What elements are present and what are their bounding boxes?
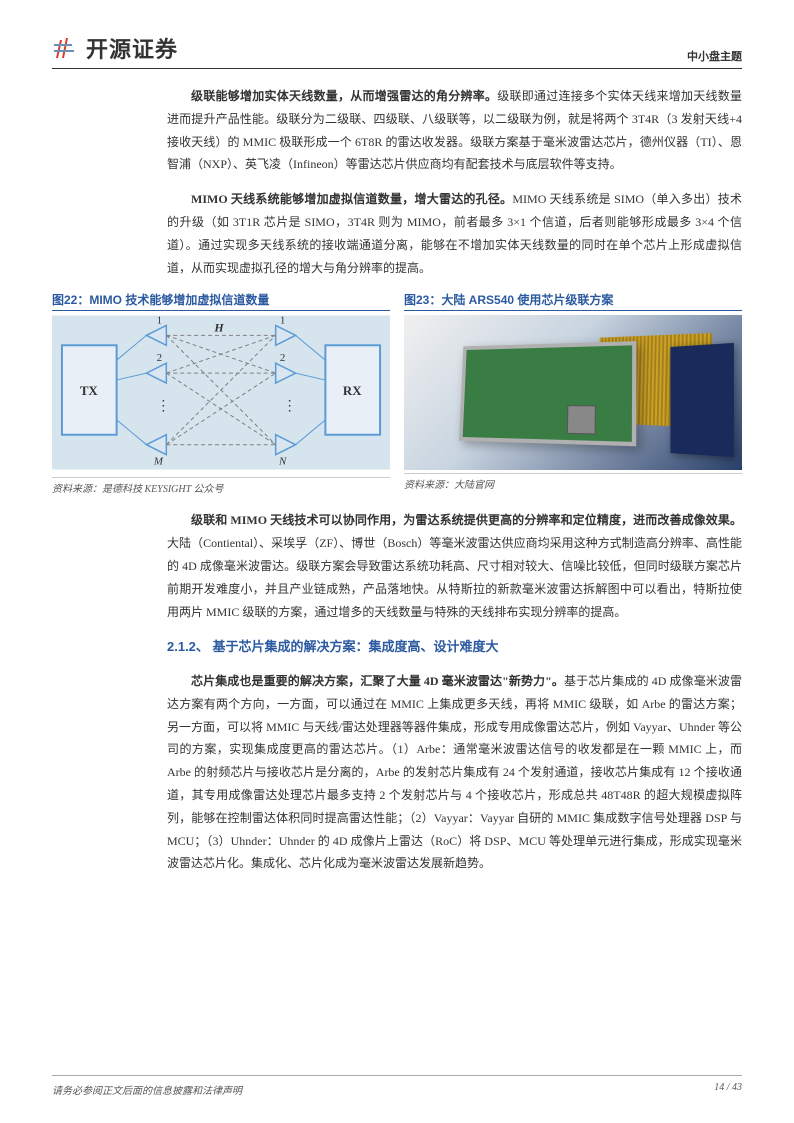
section-heading: 基于芯片集成的解决方案：集成度高、设计难度大 <box>213 639 499 654</box>
header-category: 中小盘主题 <box>687 48 742 64</box>
svg-text:N: N <box>278 456 287 468</box>
paragraph-2: MIMO 天线系统能够增加虚拟信道数量，增大雷达的孔径。MIMO 天线系统是 S… <box>167 188 742 279</box>
svg-text:RX: RX <box>343 383 362 398</box>
p2-lead: MIMO 天线系统能够增加虚拟信道数量，增大雷达的孔径。 <box>191 192 512 206</box>
svg-text:2: 2 <box>157 353 162 365</box>
figure-23: 图23：大陆 ARS540 使用芯片级联方案 资料来源：大陆官网 <box>404 291 742 495</box>
figure-23-image <box>404 315 742 470</box>
figure-22-source: 资料来源：是德科技 KEYSIGHT 公众号 <box>52 477 390 495</box>
page-number: 14 / 43 <box>714 1082 742 1097</box>
p3-body: 大陆（Contiental）、采埃孚（ZF）、博世（Bosch）等毫米波雷达供应… <box>167 536 742 618</box>
p3-lead: 级联和 MIMO 天线技术可以协同作用，为雷达系统提供更高的分辨率和定位精度，进… <box>191 513 742 527</box>
page-footer: 请务必参阅正文后面的信息披露和法律声明 14 / 43 <box>52 1075 742 1097</box>
figure-23-title: 图23：大陆 ARS540 使用芯片级联方案 <box>404 291 742 311</box>
svg-text:⋮: ⋮ <box>156 399 170 414</box>
content-body-2: 级联和 MIMO 天线技术可以协同作用，为雷达系统提供更高的分辨率和定位精度，进… <box>167 509 742 875</box>
mimo-diagram: TX RX 1 2 ⋮ M 1 2 ⋮ <box>52 315 390 470</box>
svg-text:1: 1 <box>280 315 285 326</box>
section-number: 2.1.2、 <box>167 639 209 654</box>
figure-22: 图22：MIMO 技术能够增加虚拟信道数量 TX RX 1 2 ⋮ M <box>52 291 390 495</box>
figure-row: 图22：MIMO 技术能够增加虚拟信道数量 TX RX 1 2 ⋮ M <box>52 291 742 495</box>
svg-text:⋮: ⋮ <box>283 399 297 414</box>
svg-text:TX: TX <box>80 383 99 398</box>
logo: 开源证券 <box>52 32 178 64</box>
section-title: 2.1.2、 基于芯片集成的解决方案：集成度高、设计难度大 <box>167 635 742 660</box>
logo-text: 开源证券 <box>86 32 178 64</box>
p4-lead: 芯片集成也是重要的解决方案，汇聚了大量 4D 毫米波雷达"新势力"。 <box>191 674 564 688</box>
footer-disclaimer: 请务必参阅正文后面的信息披露和法律声明 <box>52 1082 242 1097</box>
paragraph-4: 芯片集成也是重要的解决方案，汇聚了大量 4D 毫米波雷达"新势力"。基于芯片集成… <box>167 670 742 875</box>
p1-lead: 级联能够增加实体天线数量，从而增强雷达的角分辨率。 <box>191 89 497 103</box>
svg-text:H: H <box>213 321 224 335</box>
logo-icon <box>52 36 80 60</box>
p4-body: 基于芯片集成的 4D 成像毫米波雷达方案有两个方向，一方面，可以通过在 MMIC… <box>167 674 742 870</box>
svg-text:M: M <box>153 456 164 468</box>
page-header: 开源证券 中小盘主题 <box>52 32 742 69</box>
svg-text:1: 1 <box>157 315 162 326</box>
paragraph-1: 级联能够增加实体天线数量，从而增强雷达的角分辨率。级联即通过连接多个实体天线来增… <box>167 85 742 176</box>
paragraph-3: 级联和 MIMO 天线技术可以协同作用，为雷达系统提供更高的分辨率和定位精度，进… <box>167 509 742 623</box>
figure-23-source: 资料来源：大陆官网 <box>404 473 742 491</box>
svg-text:2: 2 <box>280 353 285 365</box>
figure-22-title: 图22：MIMO 技术能够增加虚拟信道数量 <box>52 291 390 311</box>
content-body: 级联能够增加实体天线数量，从而增强雷达的角分辨率。级联即通过连接多个实体天线来增… <box>167 85 742 279</box>
